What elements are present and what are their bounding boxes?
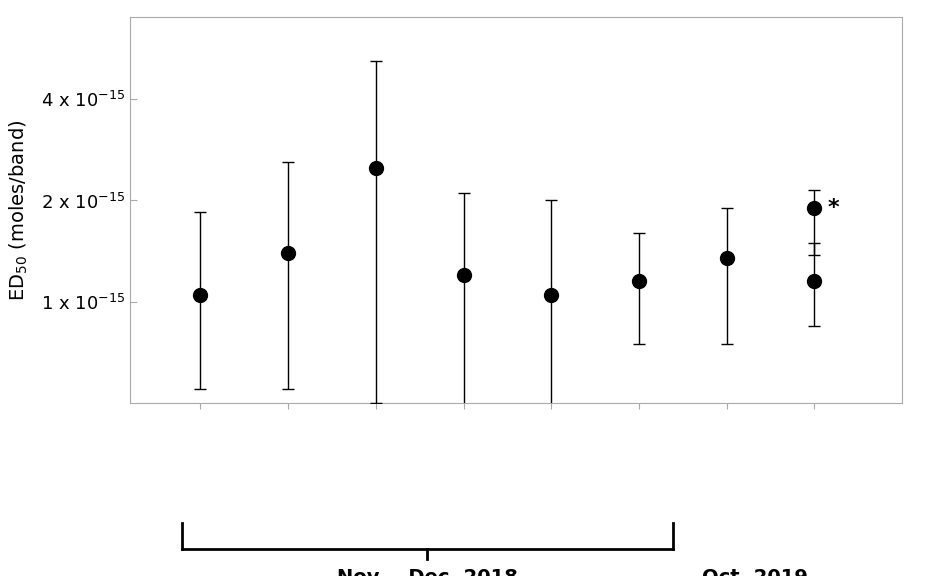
- Text: *: *: [828, 198, 839, 218]
- Y-axis label: ED$_{50}$ (moles/band): ED$_{50}$ (moles/band): [7, 120, 30, 301]
- Text: Nov. – Dec. 2018: Nov. – Dec. 2018: [337, 568, 518, 576]
- Text: Oct. 2019: Oct. 2019: [702, 568, 808, 576]
